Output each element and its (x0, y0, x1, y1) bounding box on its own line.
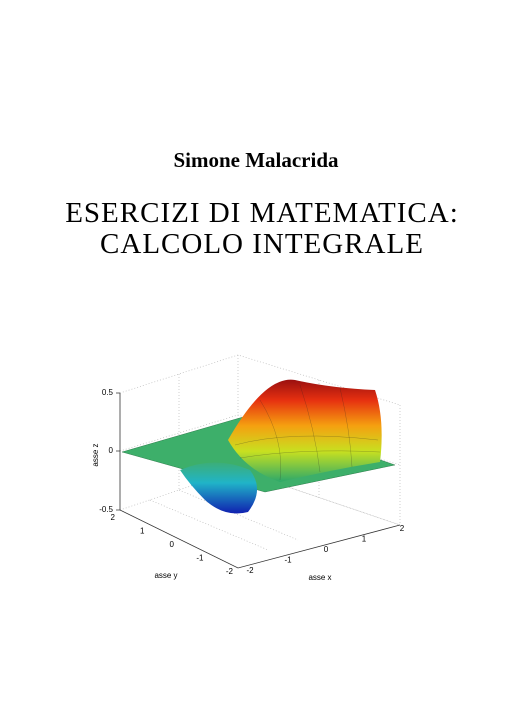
x-tick-label: 0 (324, 545, 329, 554)
author: Simone Malacrida (173, 148, 339, 172)
title-line: ESERCIZI DI MATEMATICA: (65, 197, 459, 229)
x-tick-label: -1 (284, 556, 292, 565)
y-tick-label: -1 (196, 554, 204, 563)
x-tick-label: 1 (362, 535, 367, 544)
x-axis-label: asse x (308, 573, 331, 582)
y-tick-label: 2 (111, 513, 116, 522)
y-axis-label: asse y (154, 571, 177, 580)
x-tick-label: 2 (400, 524, 405, 533)
z-tick-label: 0 (109, 446, 114, 455)
z-tick-label: -0.5 (99, 505, 113, 514)
y-tick-label: -2 (226, 567, 234, 576)
z-tick-label: 0.5 (102, 388, 114, 397)
x-tick-label: -2 (246, 566, 254, 575)
z-axis-label: asse z (91, 443, 100, 466)
surface-plot (116, 354, 401, 569)
y-tick-label: 0 (170, 540, 175, 549)
y-tick-label: 1 (140, 527, 145, 536)
title-line: CALCOLO INTEGRALE (100, 228, 424, 260)
